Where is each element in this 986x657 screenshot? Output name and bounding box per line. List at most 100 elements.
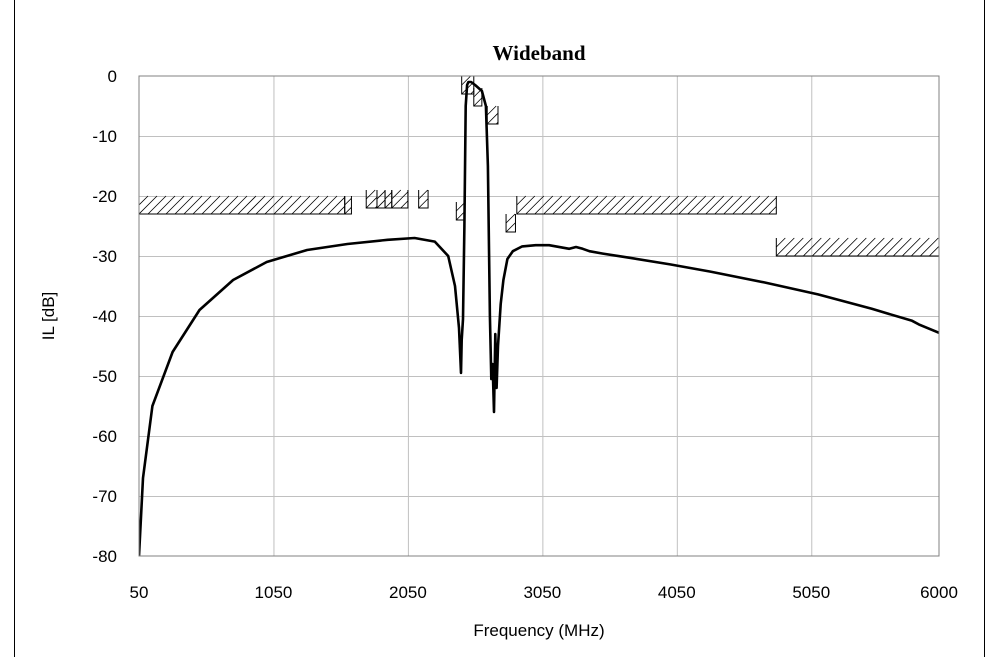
spec-mask (505, 213, 516, 233)
spec-mask-hatch (376, 190, 386, 209)
series-point (548, 244, 550, 246)
series-point (454, 285, 456, 287)
spec-mask-outline (391, 190, 409, 209)
spec-mask (775, 237, 939, 257)
series-point (465, 105, 467, 107)
series-point (434, 241, 436, 243)
spec-mask-hatch (344, 198, 352, 215)
series-point (461, 339, 463, 341)
series-point (669, 263, 671, 265)
series-point (602, 253, 604, 255)
spec-mask-outline (139, 196, 346, 215)
series-point (575, 246, 577, 248)
series-point (266, 261, 268, 263)
spec-mask-outline (418, 190, 429, 209)
series-point (494, 333, 496, 335)
spec-mask-hatch (418, 189, 429, 209)
series-point (481, 90, 483, 92)
series-point (500, 303, 502, 305)
series-point (485, 105, 487, 107)
x-tick-label: 1050 (255, 583, 293, 602)
spec-mask (486, 105, 499, 125)
series-point (466, 84, 468, 86)
spec-mask-outline (455, 202, 465, 221)
spec-mask (344, 196, 352, 215)
series-point (462, 318, 464, 320)
series-point (709, 271, 712, 273)
series-point (232, 279, 234, 281)
spec-mask (365, 189, 378, 209)
series-point (512, 250, 514, 252)
series-point (588, 250, 591, 252)
series-point (447, 255, 449, 257)
spec-mask-hatch (365, 189, 378, 209)
series-point (474, 84, 476, 86)
series-point (493, 411, 495, 413)
y-tick-label: -20 (92, 187, 117, 206)
spec-mask-outline (344, 196, 352, 215)
series-point (172, 351, 174, 353)
spec-mask-outline (384, 190, 393, 209)
series-point (918, 323, 920, 325)
series-point (911, 320, 913, 322)
series-point (492, 363, 494, 365)
y-axis-label: IL [dB] (39, 292, 58, 341)
series-point (142, 477, 144, 479)
series-point (817, 293, 819, 295)
spec-mask-outline (473, 88, 483, 107)
series-point (506, 258, 508, 260)
series-point (487, 165, 489, 167)
series-point (463, 225, 465, 227)
x-tick-label: 4050 (658, 583, 696, 602)
chart-title: Wideband (493, 41, 586, 65)
y-tick-label: -40 (92, 307, 117, 326)
y-tick-label: -70 (92, 487, 117, 506)
y-tick-label: 0 (108, 67, 117, 86)
series-point (568, 248, 570, 250)
series-point (198, 309, 201, 311)
spec-mask (384, 190, 393, 209)
series-point (460, 372, 462, 374)
y-tick-label: -50 (92, 367, 117, 386)
series-line (139, 80, 939, 556)
series-point (871, 308, 873, 310)
x-tick-label: 6000 (920, 583, 958, 602)
series-point (497, 345, 499, 347)
spec-mask (391, 189, 409, 209)
plot-area-border (138, 75, 940, 557)
spec-mask-outline (505, 214, 516, 233)
spec-mask-hatch (516, 195, 777, 215)
spec-mask (139, 195, 346, 215)
x-tick-label: 50 (130, 583, 149, 602)
series-point (763, 281, 765, 283)
series-point (346, 243, 348, 245)
series-point (458, 327, 460, 329)
series-layer (139, 80, 939, 556)
spec-mask-hatch (505, 213, 516, 233)
spec-mask-hatch (384, 192, 393, 209)
spec-mask (418, 189, 429, 209)
series-point (489, 315, 491, 317)
x-tick-label: 2050 (389, 583, 427, 602)
series-point (496, 387, 498, 389)
spec-mask-hatch (391, 189, 409, 209)
series-point (306, 249, 308, 251)
series-point (414, 237, 416, 239)
spec-mask-hatch (139, 195, 345, 215)
spec-mask-hatch (456, 202, 465, 221)
x-tick-labels: 50 1050 2050 3050 4050 5050 6000 (130, 583, 958, 602)
series-point (490, 378, 492, 380)
series-point (470, 81, 472, 83)
y-tick-labels: 0 -10 -20 -30 -40 -50 -60 -70 -80 (92, 67, 117, 566)
series-point (521, 245, 523, 247)
series-point (582, 248, 584, 250)
y-tick-label: -10 (92, 127, 117, 146)
series-point (387, 239, 389, 241)
spec-mask-hatch (486, 105, 499, 125)
x-tick-label: 5050 (792, 583, 830, 602)
x-tick-label: 3050 (523, 583, 561, 602)
spec-mask (455, 202, 465, 221)
series-point (151, 405, 153, 407)
y-tick-label: -30 (92, 247, 117, 266)
